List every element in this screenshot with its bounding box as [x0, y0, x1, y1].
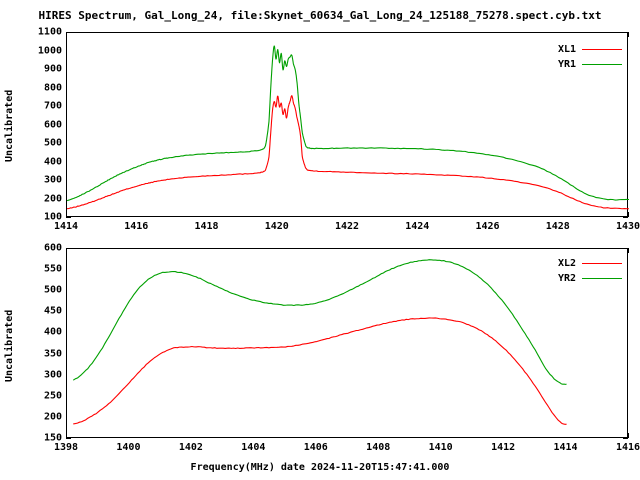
y-tick-mark	[623, 438, 628, 439]
y-tick-label: 100	[43, 211, 62, 223]
x-tick-mark	[628, 212, 629, 217]
y-tick-label: 150	[43, 432, 62, 444]
top-plot-canvas	[67, 45, 629, 210]
y-tick-label: 700	[43, 100, 62, 112]
y-tick-label: 450	[43, 305, 62, 317]
y-tick-label: 400	[43, 156, 62, 167]
trace-xl2	[73, 317, 567, 425]
x-tick-label: 1408	[366, 442, 391, 453]
y-tick-label: 250	[43, 390, 62, 402]
x-tick-label: 1400	[116, 442, 141, 453]
top-legend: XL1 YR1	[514, 42, 622, 72]
x-tick-mark	[628, 32, 629, 37]
legend-item-xl2: XL2	[514, 256, 622, 271]
x-tick-label: 1414	[53, 221, 79, 232]
legend-label-yr1: YR1	[557, 59, 576, 70]
y-tick-label: 300	[43, 369, 62, 381]
legend-label-xl2: XL2	[557, 258, 576, 269]
y-tick-label: 800	[43, 82, 62, 93]
x-tick-mark	[628, 248, 629, 253]
x-tick-label: 1426	[475, 221, 500, 232]
y-tick-label: 500	[43, 284, 62, 296]
trace-xl1	[67, 95, 629, 210]
y-tick-label: 200	[43, 411, 62, 423]
y-tick-label: 1100	[37, 26, 62, 38]
bottom-legend: XL2 YR2	[514, 256, 622, 286]
y-tick-label: 600	[43, 119, 62, 130]
bottom-plot-frame	[66, 248, 628, 438]
y-tick-label: 550	[43, 263, 62, 275]
legend-swatch-xl1	[582, 49, 622, 50]
x-tick-label: 1404	[241, 442, 266, 453]
x-tick-label: 1406	[303, 442, 328, 453]
x-tick-label: 1420	[264, 221, 289, 232]
x-tick-label: 1416	[615, 442, 640, 453]
x-tick-label: 1414	[553, 442, 578, 453]
trace-yr2	[72, 259, 567, 385]
x-tick-label: 1418	[194, 221, 219, 232]
legend-item-yr1: YR1	[514, 57, 622, 72]
legend-item-yr2: YR2	[514, 271, 622, 286]
y-tick-mark	[66, 217, 71, 218]
x-axis-label: Frequency(MHz) date 2024-11-20T15:47:41.…	[190, 462, 450, 473]
x-tick-mark	[628, 433, 629, 438]
y-tick-label: 1000	[37, 45, 62, 56]
y-tick-label: 900	[43, 63, 62, 75]
x-tick-label: 1412	[491, 442, 516, 453]
x-tick-label: 1422	[334, 221, 360, 232]
legend-swatch-yr1	[582, 64, 622, 65]
y-tick-label: 400	[43, 326, 62, 338]
x-tick-label: 1416	[124, 221, 149, 232]
x-tick-label: 1402	[178, 442, 203, 453]
y-tick-label: 500	[43, 137, 62, 149]
y-tick-label: 200	[43, 193, 62, 204]
y-tick-label: 600	[43, 242, 62, 254]
y-tick-label: 350	[43, 348, 62, 360]
legend-label-yr2: YR2	[557, 273, 576, 284]
trace-yr1	[67, 45, 629, 202]
legend-label-xl1: XL1	[557, 44, 576, 55]
x-tick-label: 1424	[405, 221, 430, 232]
legend-swatch-yr2	[582, 278, 622, 279]
y-tick-label: 300	[43, 174, 62, 186]
y-tick-mark	[623, 217, 628, 218]
x-tick-label: 1398	[53, 442, 79, 453]
top-plot-frame	[66, 32, 628, 217]
legend-swatch-xl2	[582, 263, 622, 264]
bottom-plot-canvas	[72, 259, 567, 425]
bottom-y-axis-label: Uncalibrated	[4, 309, 15, 382]
x-tick-label: 1430	[615, 221, 640, 232]
top-y-axis-label: Uncalibrated	[4, 89, 15, 162]
legend-item-xl1: XL1	[514, 42, 622, 57]
y-tick-mark	[66, 438, 71, 439]
x-tick-label: 1428	[545, 221, 570, 232]
x-tick-label: 1410	[428, 442, 453, 453]
page-title: HIRES Spectrum, Gal_Long_24, file:Skynet…	[38, 9, 602, 22]
